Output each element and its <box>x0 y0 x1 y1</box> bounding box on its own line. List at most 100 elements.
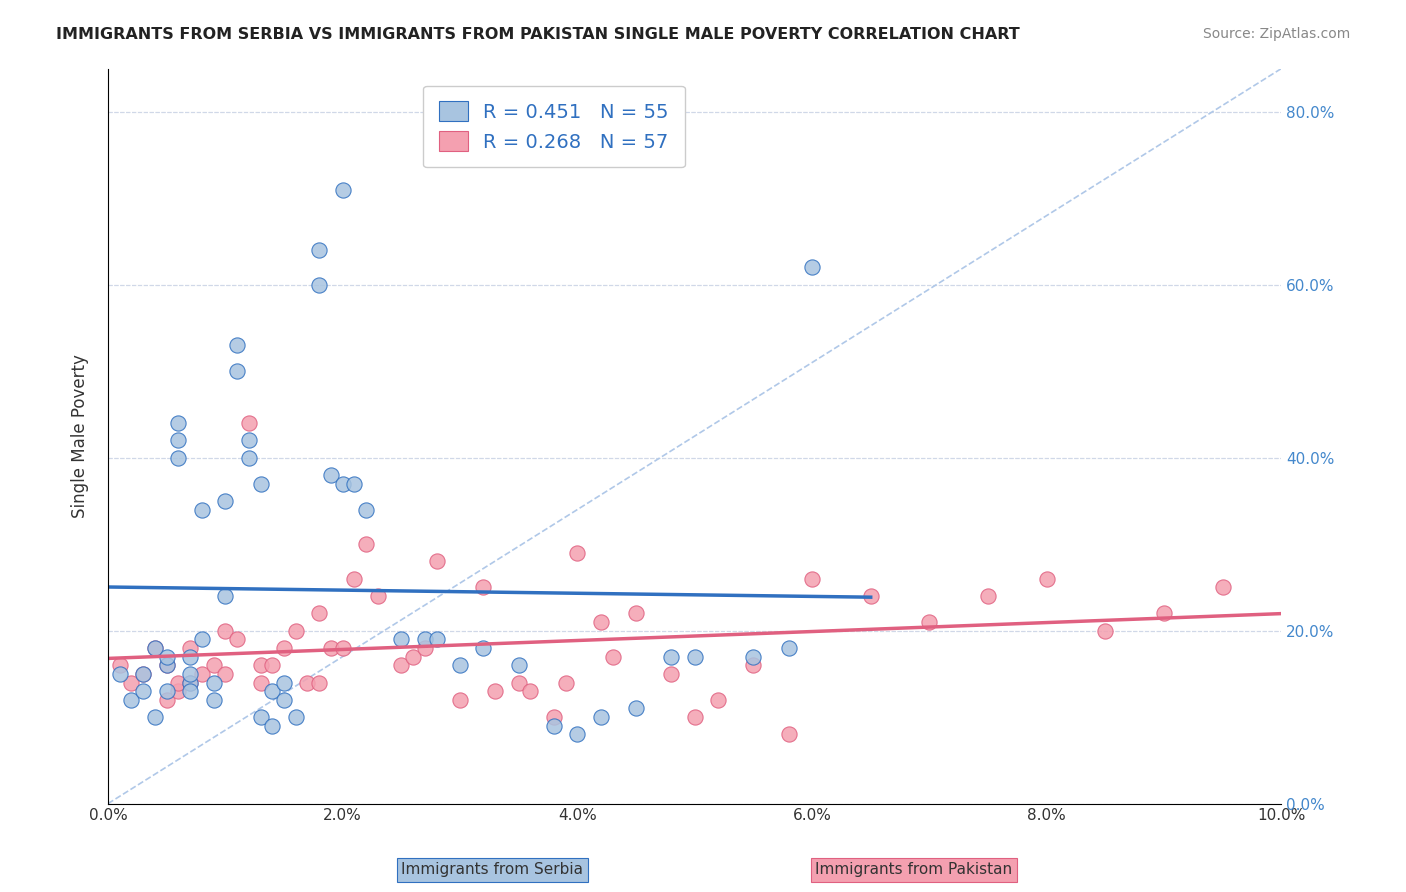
Point <box>589 710 612 724</box>
Point <box>742 649 765 664</box>
Point <box>167 675 190 690</box>
Point <box>202 693 225 707</box>
Point <box>156 693 179 707</box>
Point <box>1212 581 1234 595</box>
Point <box>226 364 249 378</box>
Point <box>191 502 214 516</box>
Point <box>214 589 236 603</box>
Point <box>308 675 330 690</box>
Point <box>659 649 682 664</box>
Point <box>413 632 436 647</box>
Point <box>284 624 307 638</box>
Point <box>238 416 260 430</box>
Point <box>297 675 319 690</box>
Point <box>484 684 506 698</box>
Point <box>262 658 284 673</box>
Point <box>226 338 249 352</box>
Point <box>567 546 589 560</box>
Point <box>554 675 576 690</box>
Point <box>659 666 682 681</box>
Point <box>156 658 179 673</box>
Point <box>425 554 447 568</box>
Point <box>1035 572 1057 586</box>
Point <box>167 450 190 465</box>
Point <box>226 632 249 647</box>
Point <box>367 589 389 603</box>
Point <box>977 589 1000 603</box>
Point <box>179 675 201 690</box>
Point <box>389 632 412 647</box>
Point <box>589 615 612 629</box>
Point <box>249 476 271 491</box>
Point <box>132 666 155 681</box>
Point <box>624 701 647 715</box>
Point <box>319 640 342 655</box>
Point <box>332 476 354 491</box>
Point <box>508 658 530 673</box>
Point <box>354 537 377 551</box>
Point <box>389 658 412 673</box>
Point <box>108 658 131 673</box>
Point <box>249 710 271 724</box>
Point <box>778 727 800 741</box>
Point <box>508 675 530 690</box>
Point <box>319 467 342 482</box>
Point <box>602 649 624 664</box>
Point <box>179 640 201 655</box>
Point <box>1094 624 1116 638</box>
Point <box>167 434 190 448</box>
Point <box>354 502 377 516</box>
Point <box>132 684 155 698</box>
Point <box>449 658 471 673</box>
Point <box>179 675 201 690</box>
Point <box>202 658 225 673</box>
Point <box>472 640 495 655</box>
Point <box>332 640 354 655</box>
Legend: R = 0.451   N = 55, R = 0.268   N = 57: R = 0.451 N = 55, R = 0.268 N = 57 <box>423 86 685 168</box>
Point <box>343 572 366 586</box>
Point <box>214 624 236 638</box>
Y-axis label: Single Male Poverty: Single Male Poverty <box>72 354 89 518</box>
Point <box>179 649 201 664</box>
Point <box>179 684 201 698</box>
Point <box>273 640 295 655</box>
Point <box>273 693 295 707</box>
Point <box>214 666 236 681</box>
Point <box>214 494 236 508</box>
Text: Immigrants from Serbia: Immigrants from Serbia <box>401 863 583 877</box>
Point <box>332 183 354 197</box>
Point <box>273 675 295 690</box>
Point <box>108 666 131 681</box>
Point <box>543 710 565 724</box>
Point <box>262 684 284 698</box>
Point <box>742 658 765 673</box>
Point <box>156 658 179 673</box>
Point <box>132 666 155 681</box>
Point <box>120 693 142 707</box>
Point <box>472 581 495 595</box>
Point <box>167 684 190 698</box>
Text: IMMIGRANTS FROM SERBIA VS IMMIGRANTS FROM PAKISTAN SINGLE MALE POVERTY CORRELATI: IMMIGRANTS FROM SERBIA VS IMMIGRANTS FRO… <box>56 27 1019 42</box>
Point <box>249 658 271 673</box>
Point <box>519 684 541 698</box>
Point <box>567 727 589 741</box>
Point <box>191 632 214 647</box>
Point <box>449 693 471 707</box>
Point <box>120 675 142 690</box>
Text: Immigrants from Pakistan: Immigrants from Pakistan <box>815 863 1012 877</box>
Point <box>801 572 824 586</box>
Point <box>778 640 800 655</box>
Point <box>238 434 260 448</box>
Point <box>425 632 447 647</box>
Point <box>143 640 166 655</box>
Point <box>284 710 307 724</box>
Point <box>308 607 330 621</box>
Point <box>238 450 260 465</box>
Point <box>156 649 179 664</box>
Point <box>156 684 179 698</box>
Point <box>1153 607 1175 621</box>
Point <box>191 666 214 681</box>
Point <box>413 640 436 655</box>
Point <box>308 243 330 257</box>
Text: Source: ZipAtlas.com: Source: ZipAtlas.com <box>1202 27 1350 41</box>
